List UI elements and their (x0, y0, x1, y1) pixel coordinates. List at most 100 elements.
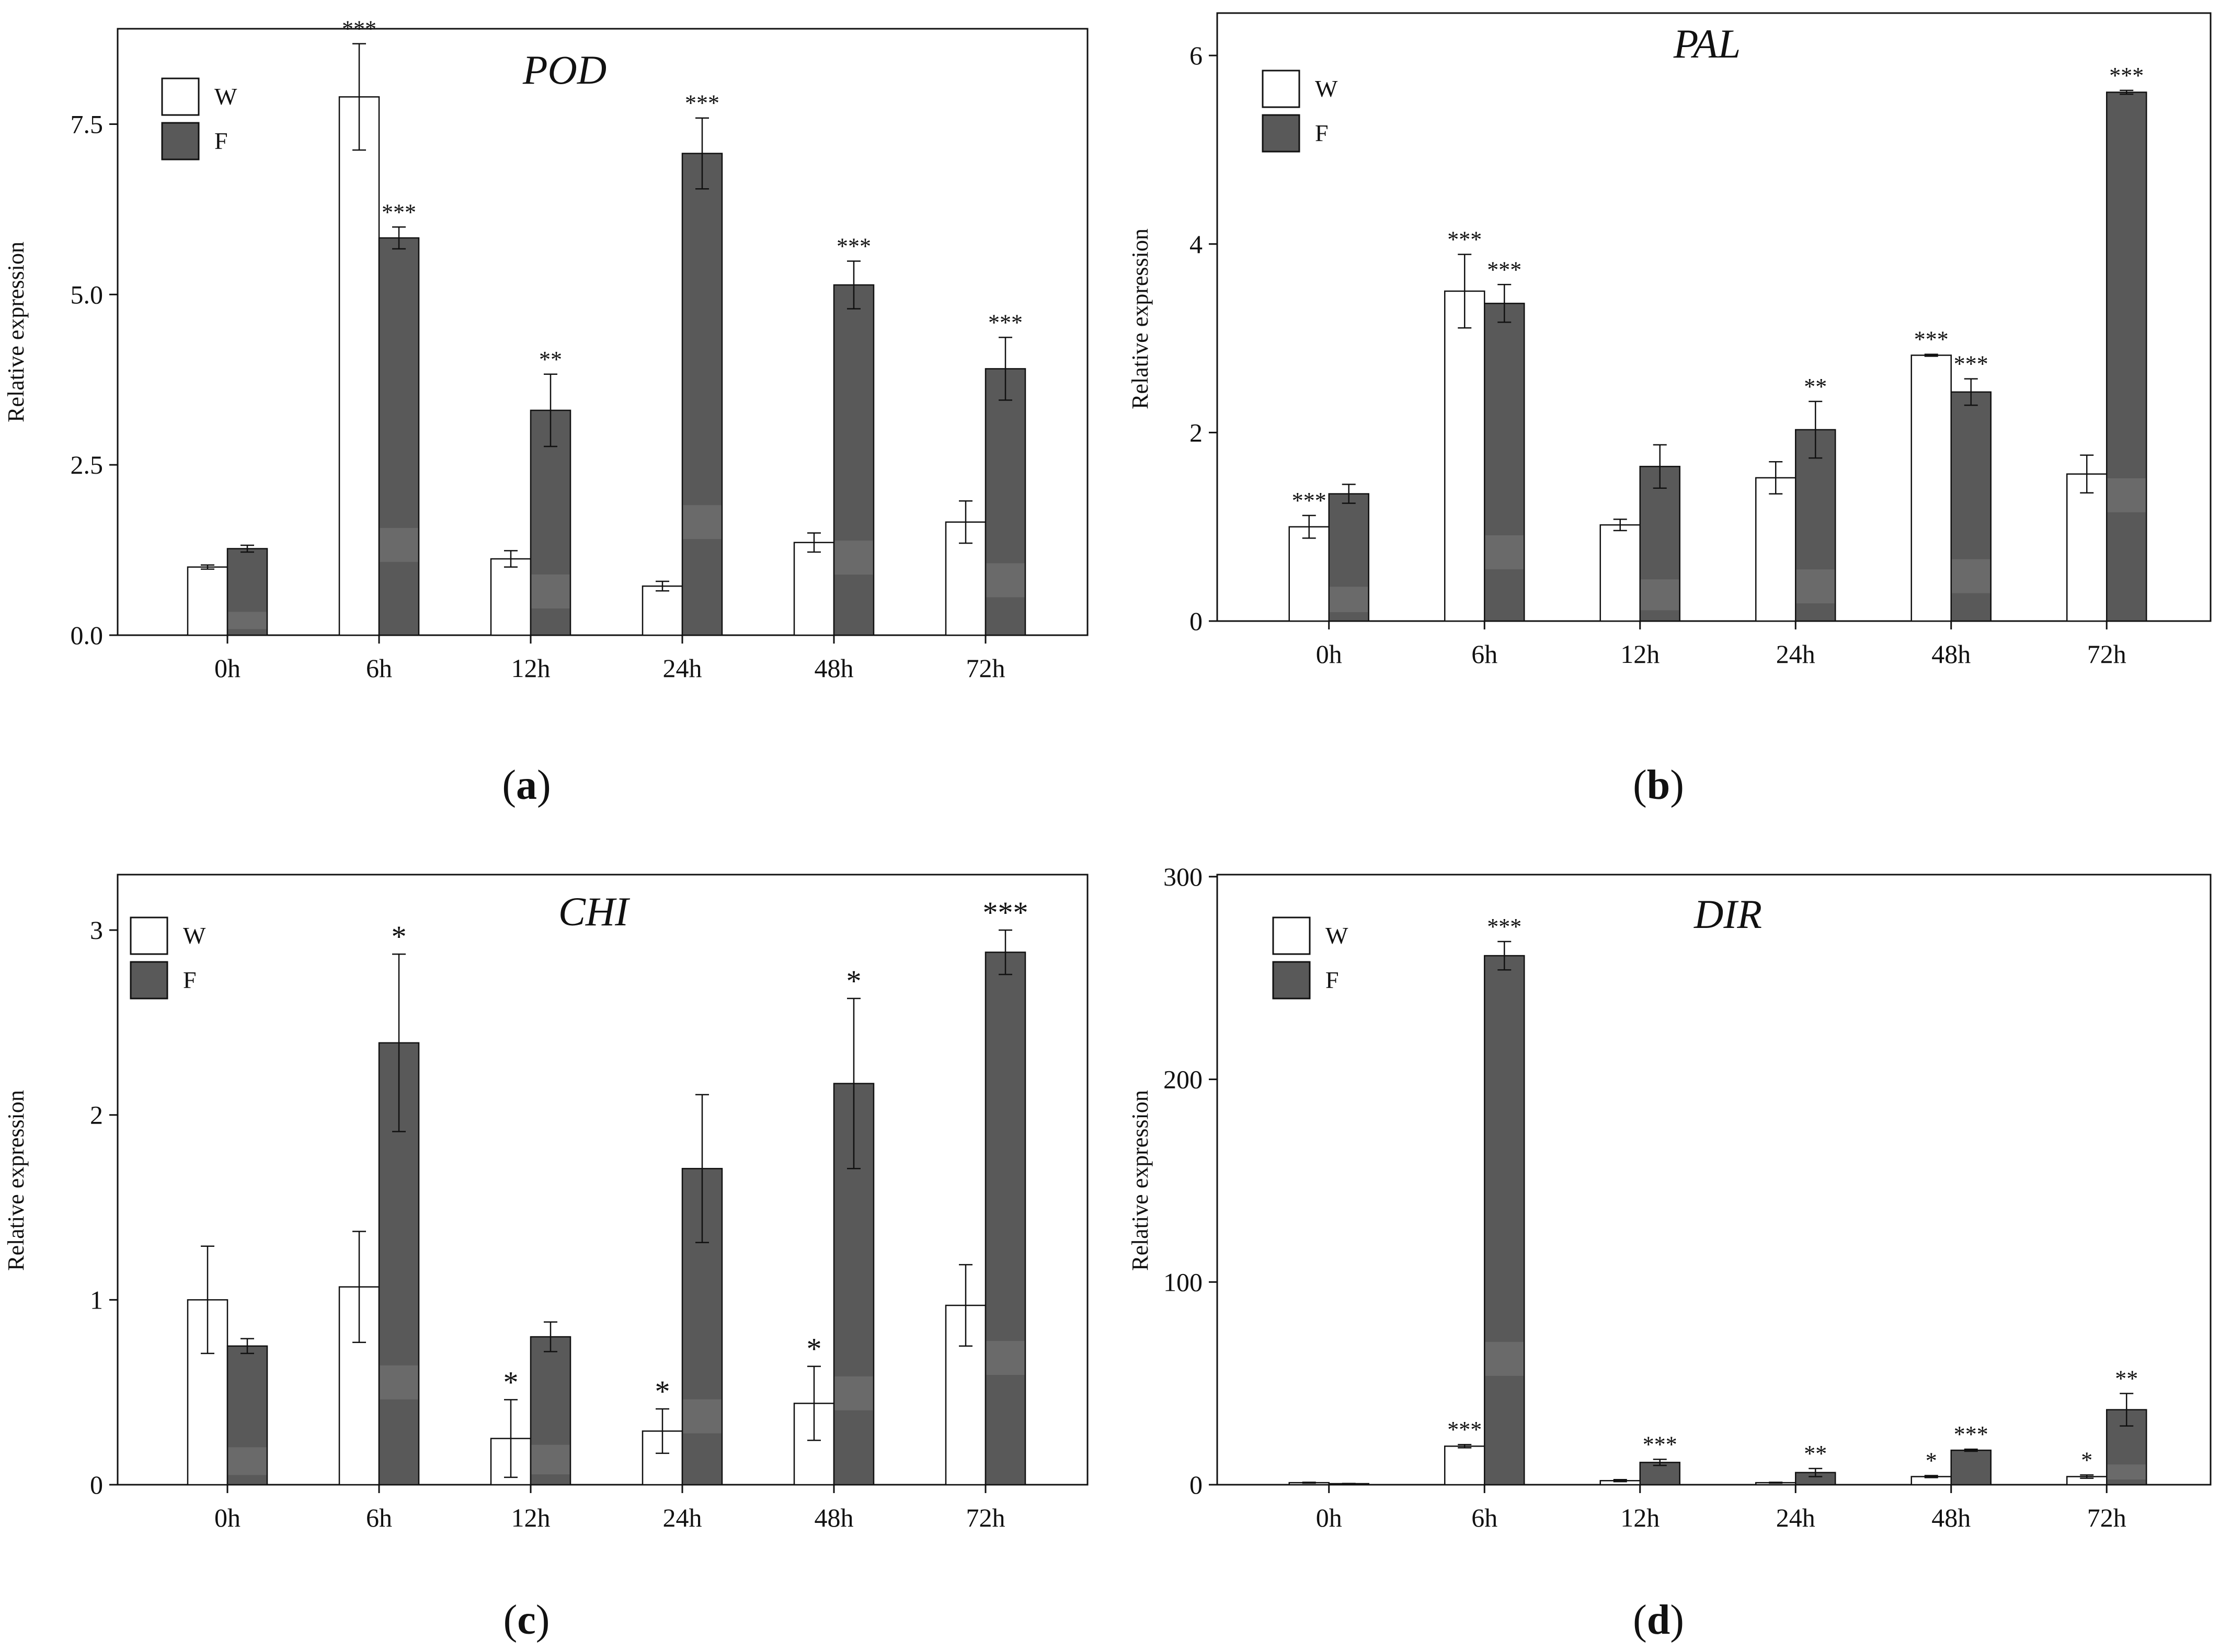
x-tick-label: 0h (1316, 639, 1342, 669)
panel-label-b: (b) (1633, 762, 1684, 808)
legend-label-f: F (1315, 120, 1329, 146)
y-tick-label: 4 (1189, 230, 1203, 259)
y-tick-label: 2 (1189, 418, 1203, 447)
significance-marker: *** (1914, 327, 1949, 352)
bar-shade-band (1485, 1341, 1524, 1376)
significance-marker: *** (1954, 351, 1988, 377)
significance-marker: * (392, 920, 407, 954)
y-tick-label: 3 (90, 915, 103, 945)
panel-label-a: (a) (502, 762, 551, 808)
x-tick-label: 48h (815, 1503, 854, 1532)
significance-marker: *** (1643, 1432, 1677, 1458)
x-tick-label: 72h (966, 1503, 1005, 1532)
bar-shade-band (986, 563, 1025, 598)
bar-f-6h (378, 237, 420, 636)
significance-marker: *** (1292, 488, 1326, 513)
bar-f-24h (681, 153, 723, 636)
bar-shade-band (2107, 478, 2146, 512)
plot-frame (1216, 874, 2212, 1486)
significance-marker: ** (1804, 374, 1827, 399)
legend-label-f: F (1325, 967, 1339, 993)
x-tick-label: 48h (1931, 639, 1971, 669)
x-tick-label: 48h (1931, 1503, 1971, 1532)
x-tick-label: 72h (2087, 639, 2126, 669)
y-axis-label: Relative expression (3, 242, 29, 422)
y-axis-label: Relative expression (1127, 1090, 1153, 1271)
x-tick-label: 24h (1776, 639, 1815, 669)
significance-marker: *** (1487, 914, 1521, 939)
significance-marker: *** (342, 16, 376, 42)
bar-w-0h (1288, 526, 1330, 622)
significance-marker: *** (983, 896, 1028, 930)
bar-shade-band (683, 505, 722, 540)
x-tick-label: 48h (815, 653, 854, 683)
plot-frame (117, 874, 1089, 1486)
y-tick-label: 2.5 (71, 450, 104, 479)
x-tick-label: 24h (663, 1503, 702, 1532)
significance-marker: ** (2115, 1366, 2138, 1392)
bar-w-12h (490, 558, 532, 636)
legend-label-w: W (1315, 75, 1338, 102)
x-tick-label: 0h (214, 1503, 241, 1532)
bar-w-0h (187, 566, 228, 636)
chart-title: PAL (1673, 21, 1741, 66)
bar-shade-band (1796, 569, 1835, 604)
bar-w-6h (1444, 1446, 1485, 1486)
bar-f-48h (833, 1083, 875, 1486)
chart-panel-b: (b) 0 2 4 6 Relative expression PAL 0h 6h 12h 24h… (1127, 12, 2212, 808)
significance-marker: ** (1804, 1441, 1827, 1466)
x-tick-label: 24h (1776, 1503, 1815, 1532)
x-tick-label: 12h (1620, 639, 1660, 669)
significance-marker: *** (685, 90, 719, 116)
significance-marker: ** (539, 347, 562, 372)
legend-swatch-w (1262, 70, 1300, 108)
y-tick-label: 200 (1163, 1065, 1203, 1094)
y-tick-label: 2 (90, 1100, 103, 1130)
x-tick-label: 12h (511, 653, 551, 683)
bar-f-72h (985, 951, 1026, 1486)
bar-shade-band (1952, 559, 1990, 593)
bar-shade-band (380, 527, 418, 562)
y-tick-label: 0.0 (71, 621, 104, 650)
bar-shade-band (1330, 587, 1368, 612)
legend-label-w: W (214, 83, 237, 110)
significance-marker: * (503, 1365, 519, 1399)
chart-panel-c: (c) 0 1 2 3 Relative expression CHI 0h 6h 12h 24h… (3, 874, 1089, 1643)
chart-title: POD (522, 47, 607, 93)
panel-label-d: (d) (1633, 1597, 1684, 1643)
y-tick-label: 100 (1163, 1267, 1203, 1297)
y-tick-label: 5.0 (71, 280, 104, 309)
x-tick-label: 72h (966, 653, 1005, 683)
legend-swatch-f (1262, 114, 1300, 153)
x-tick-label: 0h (1316, 1503, 1342, 1532)
legend-swatch-f (161, 122, 200, 160)
significance-marker: * (1926, 1448, 1937, 1474)
x-tick-label: 12h (1620, 1503, 1660, 1532)
bar-shade-band (228, 612, 267, 629)
plot-frame (1216, 12, 2212, 622)
bar-shade-band (2107, 1464, 2146, 1479)
legend-label-w: W (1325, 922, 1348, 949)
bar-shade-band (834, 541, 873, 575)
bar-shade-band (986, 1341, 1025, 1375)
chart-title: DIR (1693, 891, 1762, 937)
significance-marker: *** (382, 199, 416, 225)
chart-title: CHI (558, 889, 631, 934)
bar-f-48h (833, 284, 875, 636)
bar-shade-band (531, 574, 570, 609)
bar-f-72h (2106, 91, 2147, 622)
bar-shade-band (1641, 579, 1679, 611)
significance-marker: * (807, 1332, 822, 1366)
bar-f-6h (1484, 303, 1525, 622)
bar-shade-band (228, 1447, 267, 1475)
x-tick-label: 12h (511, 1503, 551, 1532)
plot-frame (117, 28, 1089, 636)
significance-marker: *** (988, 309, 1023, 335)
y-tick-label: 7.5 (71, 109, 104, 139)
y-tick-label: 0 (1189, 1470, 1203, 1499)
significance-marker: *** (1487, 257, 1521, 282)
y-axis-label: Relative expression (1127, 228, 1153, 409)
significance-marker: * (655, 1374, 670, 1408)
chart-panel-a: (a) 0.0 2.5 5.0 7.5 Relative expression POD 0h… (3, 16, 1089, 808)
